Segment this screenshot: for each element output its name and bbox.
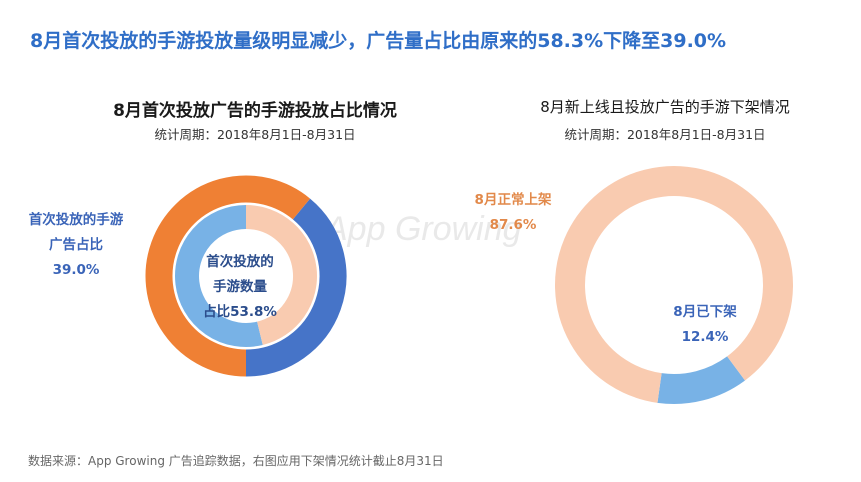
inner-slice-other: [245, 205, 317, 345]
outer-label-line-1: 首次投放的手游: [28, 212, 124, 228]
outer-slice-first-launch: [245, 198, 347, 377]
normal-listing-label: 8月正常上架 87.6%: [450, 188, 576, 238]
inner-label-line-3: 占比53.8%: [203, 304, 277, 320]
right-chart-subtitle: 统计周期：2018年8月1日-8月31日: [564, 127, 766, 142]
inner-ring-label: 首次投放的 手游数量 占比53.8%: [190, 250, 290, 325]
inner-slice-first-launch: [175, 205, 263, 347]
right-chart-title: 8月新上线且投放广告的手游下架情况: [540, 98, 790, 116]
delisted-name: 8月已下架: [673, 304, 737, 320]
delisted-value: 12.4%: [681, 329, 729, 345]
outer-ring-label: 首次投放的手游 广告占比 39.0%: [28, 208, 124, 283]
outer-label-line-2: 广告占比: [49, 237, 103, 253]
outer-slice-other: [145, 175, 311, 377]
delisted-label: 8月已下架 12.4%: [655, 300, 755, 350]
inner-label-line-1: 首次投放的: [206, 254, 274, 270]
normal-listing-name: 8月正常上架: [474, 192, 552, 208]
left-chart-subtitle: 统计周期：2018年8月1日-8月31日: [154, 127, 356, 142]
left-chart-title: 8月首次投放广告的手游投放占比情况: [113, 101, 397, 121]
watermark-logo: App Growing: [325, 210, 522, 248]
slice-normal-listing: [555, 166, 793, 403]
data-source-note: 数据来源：App Growing 广告追踪数据，右图应用下架情况统计截止8月31…: [28, 454, 444, 468]
slice-delisted: [657, 356, 746, 404]
normal-listing-value: 87.6%: [489, 217, 537, 233]
outer-label-line-3: 39.0%: [52, 262, 100, 278]
page-headline: 8月首次投放的手游投放量级明显减少，广告量占比由原来的58.3%下降至39.0%: [30, 30, 727, 52]
inner-label-line-2: 手游数量: [213, 279, 267, 295]
